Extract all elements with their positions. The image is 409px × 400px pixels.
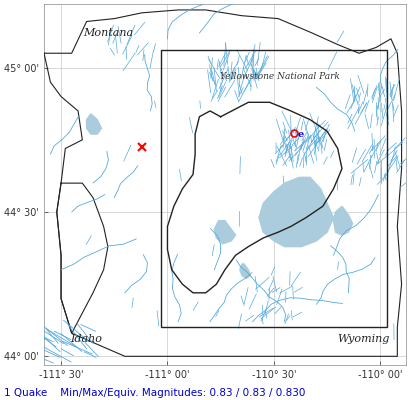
Text: Idaho: Idaho — [70, 334, 102, 344]
Polygon shape — [239, 264, 250, 278]
Bar — [161, 50, 386, 328]
Polygon shape — [333, 206, 352, 235]
Text: 1 Quake    Min/Max/Equiv. Magnitudes: 0.83 / 0.83 / 0.830: 1 Quake Min/Max/Equiv. Magnitudes: 0.83 … — [4, 388, 305, 398]
Text: Yellowstone National Park: Yellowstone National Park — [220, 72, 339, 81]
Polygon shape — [86, 114, 101, 134]
Polygon shape — [258, 177, 333, 247]
Polygon shape — [57, 183, 108, 333]
Polygon shape — [44, 10, 400, 356]
Text: e: e — [297, 130, 303, 139]
Polygon shape — [214, 221, 235, 244]
Polygon shape — [167, 102, 341, 293]
Text: Wyoming: Wyoming — [336, 334, 389, 344]
Text: Montana: Montana — [83, 28, 133, 38]
